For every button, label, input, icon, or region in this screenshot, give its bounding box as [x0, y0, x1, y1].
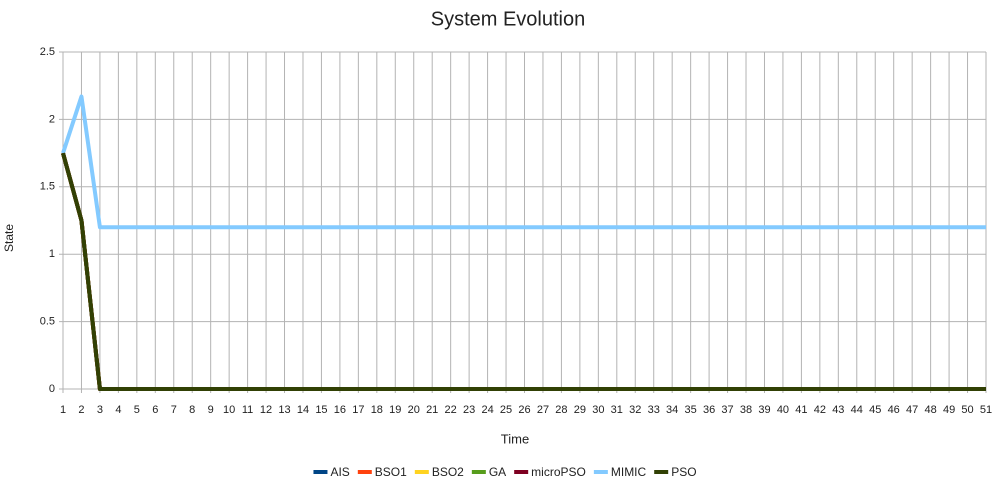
x-tick-label: 33 [648, 404, 660, 416]
x-tick-label: 34 [666, 404, 678, 416]
y-tick-label: 0 [49, 383, 55, 395]
x-tick-label: 8 [189, 404, 195, 416]
y-tick-label: 1.5 [40, 181, 55, 193]
x-tick-label: 6 [152, 404, 158, 416]
x-tick-label: 46 [888, 404, 900, 416]
x-tick-label: 41 [795, 404, 807, 416]
x-tick-label: 14 [297, 404, 309, 416]
x-tick-label: 51 [980, 404, 992, 416]
x-tick-label: 4 [115, 404, 121, 416]
y-tick-label: 1 [49, 248, 55, 260]
x-tick-label: 35 [685, 404, 697, 416]
x-tick-label: 10 [223, 404, 235, 416]
legend-swatch [593, 470, 608, 474]
legend-swatch [471, 470, 486, 474]
x-tick-label: 40 [777, 404, 789, 416]
x-tick-label: 32 [629, 404, 641, 416]
x-tick-label: 29 [574, 404, 586, 416]
x-tick-label: 5 [134, 404, 140, 416]
y-axis-label: State [2, 224, 16, 252]
legend-swatch [654, 470, 669, 474]
x-tick-label: 12 [260, 404, 272, 416]
legend-swatch [414, 470, 429, 474]
x-tick-label: 43 [832, 404, 844, 416]
x-tick-label: 37 [721, 404, 733, 416]
legend-label: GA [489, 465, 506, 479]
x-tick-label: 39 [758, 404, 770, 416]
x-tick-label: 24 [481, 404, 493, 416]
x-tick-label: 20 [408, 404, 420, 416]
y-tick-label: 2 [49, 113, 55, 125]
series-line [61, 152, 986, 391]
x-tick-label: 21 [426, 404, 438, 416]
legend-swatch [357, 470, 372, 474]
x-tick-label: 11 [242, 404, 253, 416]
x-tick-label: 7 [171, 404, 177, 416]
x-tick-label: 25 [500, 404, 512, 416]
y-tick-label: 0.5 [40, 316, 55, 328]
x-tick-label: 27 [537, 404, 549, 416]
legend-swatch [313, 470, 328, 474]
x-tick-label: 23 [463, 404, 475, 416]
x-tick-label: 1 [60, 404, 66, 416]
x-tick-label: 15 [315, 404, 327, 416]
x-tick-label: 49 [943, 404, 955, 416]
x-tick-label: 9 [208, 404, 214, 416]
legend-label: AIS [330, 465, 349, 479]
legend-label: BSO2 [432, 465, 464, 479]
x-axis-label: Time [501, 431, 529, 446]
x-tick-label: 16 [334, 404, 346, 416]
x-tick-label: 22 [445, 404, 457, 416]
legend-label: MIMIC [611, 465, 647, 479]
chart-title: System Evolution [431, 8, 586, 30]
x-tick-label: 30 [592, 404, 604, 416]
x-tick-label: 3 [97, 404, 103, 416]
x-tick-label: 42 [814, 404, 826, 416]
x-tick-label: 2 [78, 404, 84, 416]
x-tick-label: 48 [924, 404, 936, 416]
y-tick-label: 2.5 [40, 46, 55, 58]
x-tick-label: 19 [389, 404, 401, 416]
x-tick-label: 45 [869, 404, 881, 416]
x-tick-label: 44 [851, 404, 863, 416]
x-tick-label: 17 [352, 404, 364, 416]
x-tick-label: 13 [278, 404, 290, 416]
x-tick-label: 31 [611, 404, 623, 416]
series-line [61, 94, 986, 230]
legend-swatch [514, 470, 529, 474]
legend-label: BSO1 [375, 465, 407, 479]
x-tick-label: 38 [740, 404, 752, 416]
legend-label: microPSO [531, 465, 586, 479]
x-tick-label: 28 [555, 404, 567, 416]
x-tick-label: 18 [371, 404, 383, 416]
x-tick-label: 36 [703, 404, 715, 416]
legend-label: PSO [671, 465, 696, 479]
x-tick-label: 50 [961, 404, 973, 416]
x-tick-label: 26 [518, 404, 530, 416]
x-tick-label: 47 [906, 404, 918, 416]
